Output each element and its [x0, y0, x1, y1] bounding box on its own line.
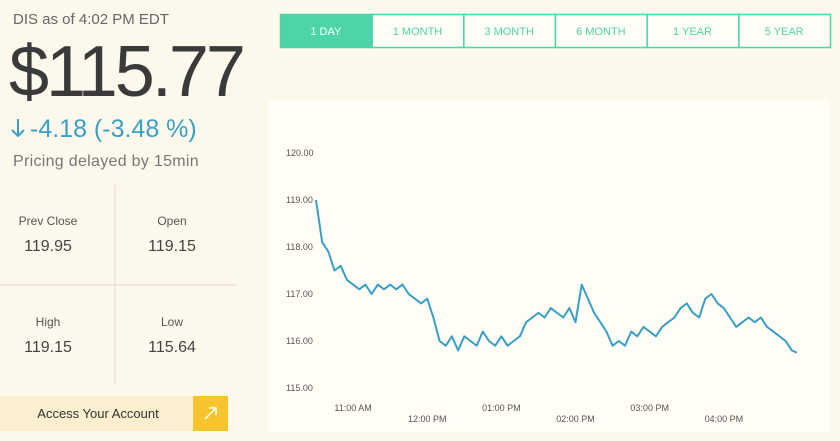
stat-label: High [36, 315, 61, 329]
button-icon[interactable] [204, 407, 217, 420]
tab-label[interactable]: 1 DAY [310, 26, 342, 38]
y-tick-label: 116.00 [286, 336, 313, 346]
tab-label[interactable]: 6 MONTH [576, 26, 626, 38]
y-tick-label: 118.00 [286, 242, 313, 252]
price: $115.77 [9, 32, 243, 112]
tabs: 1 DAY 1 MONTH 3 MONTH 6 MONTH 1 YEAR 5 YEAR [279, 13, 832, 49]
button-label[interactable]: Access Your Account [37, 406, 159, 421]
price-change: -4.18 (-3.48 %) [30, 115, 197, 143]
tab-label[interactable]: 5 YEAR [765, 26, 804, 38]
tab-label[interactable]: 1 MONTH [393, 26, 443, 38]
stat-label: Open [157, 214, 186, 228]
stat-value: 119.15 [148, 238, 196, 255]
tab[interactable] [463, 13, 557, 49]
down-arrow [11, 119, 25, 138]
tab[interactable] [646, 13, 740, 49]
tab-label[interactable]: 1 YEAR [673, 26, 712, 38]
x-tick-label: 02:00 PM [556, 414, 595, 424]
x-tick-label: 12:00 PM [408, 414, 447, 424]
x-tick-label: 03:00 PM [630, 403, 669, 413]
x-tick-label: 04:00 PM [705, 414, 744, 424]
y-tick-label: 120.00 [286, 148, 314, 158]
chart: 115.00 116.00 117.00 118.00 119.00 120.00 11:0… [286, 148, 798, 424]
account-button[interactable]: Access Your Account [0, 396, 228, 431]
stat-label: Low [161, 315, 183, 329]
stats: Prev Close 119.95 Open 119.15 High 119.15 Low 1… [19, 214, 196, 356]
tab[interactable] [371, 13, 465, 49]
y-tick-label: 117.00 [286, 289, 313, 299]
x-tick-label: 01:00 PM [482, 403, 521, 413]
delay-note: Pricing delayed by 15min [13, 153, 199, 170]
button-bg[interactable] [0, 396, 228, 431]
stat-value: 119.15 [24, 339, 72, 356]
quote-heading: DIS as of 4:02 PM EDT [13, 11, 169, 28]
y-tick-label: 115.00 [286, 383, 313, 393]
price-line [315, 199, 798, 354]
tab[interactable] [738, 13, 832, 49]
tab[interactable] [279, 13, 373, 49]
tab-label[interactable]: 3 MONTH [484, 26, 534, 38]
y-tick-label: 119.00 [286, 195, 313, 205]
stat-value: 115.64 [148, 339, 196, 356]
x-tick-label: 11:00 AM [334, 403, 371, 413]
stat-label: Prev Close [19, 214, 78, 228]
chart-panel [268, 100, 830, 432]
stat-value: 119.95 [24, 238, 72, 255]
